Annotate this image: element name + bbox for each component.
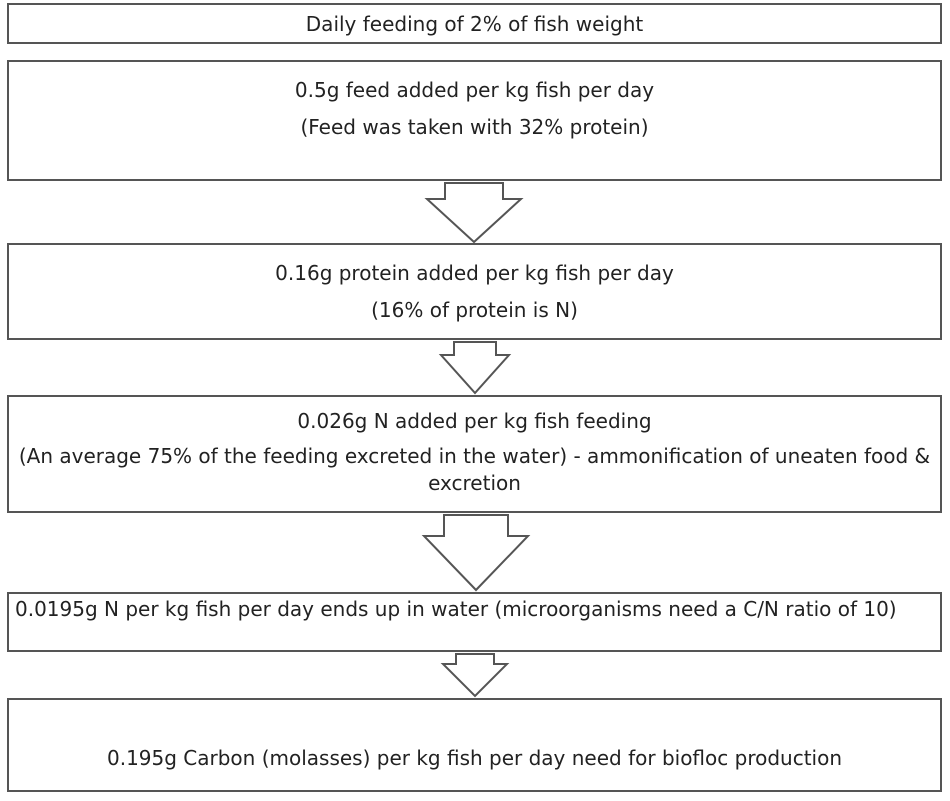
step-5-box: 0.0195g N per kg fish per day ends up in… <box>7 592 942 652</box>
step-2-note: (Feed was taken with 32% protein) <box>300 115 649 139</box>
step-6-box: 0.195g Carbon (molasses) per kg fish per… <box>7 698 942 792</box>
step-1-box: Daily feeding of 2% of fish weight <box>7 3 942 44</box>
step-6-text: 0.195g Carbon (molasses) per kg fish per… <box>106 746 843 770</box>
step-3-note: (16% of protein is N) <box>371 298 578 322</box>
step-2-text: 0.5g feed added per kg fish per day <box>294 78 655 102</box>
step-3-text: 0.16g protein added per kg fish per day <box>275 261 674 285</box>
step-5-text: 0.0195g N per kg fish per day ends up in… <box>15 597 897 621</box>
step-4-box: 0.026g N added per kg fish feeding (An a… <box>7 395 942 513</box>
step-3-box: 0.16g protein added per kg fish per day … <box>7 243 942 340</box>
down-arrow-3 <box>421 514 531 592</box>
step-1-text: Daily feeding of 2% of fish weight <box>305 12 644 36</box>
down-arrow-1 <box>424 182 524 244</box>
step-4-note: (An average 75% of the feeding excreted … <box>18 444 931 495</box>
step-2-box: 0.5g feed added per kg fish per day (Fee… <box>7 60 942 181</box>
step-4-text: 0.026g N added per kg fish feeding <box>297 409 652 433</box>
down-arrow-2 <box>438 341 512 395</box>
down-arrow-4 <box>440 653 510 698</box>
